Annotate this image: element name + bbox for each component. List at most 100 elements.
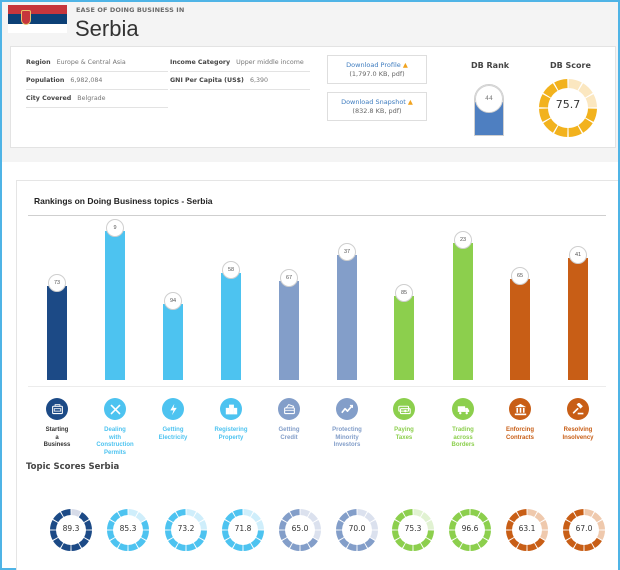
topic-score-donut[interactable]: 65.0	[278, 508, 322, 552]
topic-item[interactable]: Registering Property	[202, 398, 260, 442]
ranking-bar[interactable]	[163, 304, 183, 380]
city-label: City Covered	[26, 95, 72, 102]
ranking-bar[interactable]	[394, 296, 414, 380]
topic-item[interactable]: Enforcing Contracts	[491, 398, 549, 442]
topic-name-line: Taxes	[395, 434, 413, 441]
topic-score-value: 85.3	[119, 524, 137, 533]
ranking-bar[interactable]	[510, 279, 530, 380]
ranking-bar[interactable]	[453, 243, 473, 380]
topic-name[interactable]: Paying Taxes	[375, 427, 433, 442]
topic-name-line: Getting	[278, 427, 300, 433]
topic-name-line: Resolving	[563, 427, 593, 433]
topic-name-line: Dealing	[104, 427, 126, 433]
topic-item[interactable]: Getting Credit	[260, 398, 318, 442]
info-income: Income Category Upper middle income	[170, 54, 310, 72]
info-gni: GNI Per Capita (US$) 6,390	[170, 72, 310, 90]
serbia-flag-icon	[8, 5, 67, 33]
ranking-bar[interactable]	[279, 280, 299, 380]
ranking-bar-label: 65	[511, 267, 529, 286]
db-rank-gauge: 44	[474, 84, 504, 136]
topic-name-line: Minority	[335, 434, 359, 441]
topic-name[interactable]: Dealing with Construction Permits	[86, 427, 144, 457]
ranking-bar-label: 9	[106, 219, 124, 237]
population-label: Population	[26, 77, 65, 84]
topic-item[interactable]: Protecting Minority Investors	[318, 398, 376, 450]
tools-icon	[104, 398, 126, 420]
topic-score-value: 63.1	[518, 524, 536, 533]
donut-ring	[449, 509, 491, 551]
topic-score-value: 65.0	[291, 524, 309, 533]
info-population: Population 6,982,084	[26, 72, 168, 90]
ranking-bar-label: 73	[48, 273, 66, 292]
briefcase-icon	[46, 398, 68, 420]
donut-ring	[506, 509, 548, 551]
topic-item[interactable]: Trading across Borders	[434, 398, 492, 450]
topic-name[interactable]: Registering Property	[202, 427, 260, 442]
topic-scores-title: Topic Scores Serbia	[26, 462, 120, 472]
topic-name-line: Contracts	[505, 434, 534, 441]
ranking-bar[interactable]	[337, 255, 357, 380]
topic-name-line: across	[453, 434, 473, 441]
download-snapshot-button[interactable]: Download Snapshot ▲ (832.8 KB, pdf)	[327, 92, 427, 121]
topic-name-line: Property	[218, 434, 244, 441]
topic-item[interactable]: Dealing with Construction Permits	[86, 398, 144, 457]
donut-ring	[50, 509, 92, 551]
topic-name-line: Paying	[394, 427, 414, 433]
topic-score-donut[interactable]: 85.3	[106, 508, 150, 552]
topic-score-donut[interactable]: 96.6	[448, 508, 492, 552]
ranking-bar-label: 58	[222, 261, 240, 280]
topic-score-donut[interactable]: 71.8	[221, 508, 265, 552]
db-score-value: 75.7	[555, 98, 581, 111]
topic-name[interactable]: Resolving Insolvency	[549, 427, 607, 442]
topic-score-donut[interactable]: 70.0	[335, 508, 379, 552]
topic-score-donut[interactable]: 75.3	[391, 508, 435, 552]
ranking-bar-label: 41	[569, 246, 587, 265]
topic-name[interactable]: Getting Electricity	[144, 427, 202, 442]
credit-card-icon	[278, 398, 300, 420]
info-city: City Covered Belgrade	[26, 90, 168, 108]
donut-ring	[336, 509, 378, 551]
topic-name-line: Business	[43, 442, 71, 448]
topic-name[interactable]: Starting a Business	[28, 427, 86, 450]
country-info-card	[10, 46, 616, 148]
topic-score-donut[interactable]: 67.0	[562, 508, 606, 552]
topic-item[interactable]: Resolving Insolvency	[549, 398, 607, 442]
ranking-bar[interactable]	[47, 285, 67, 380]
lightning-icon	[162, 398, 184, 420]
download-snapshot-label: Download Snapshot	[341, 98, 406, 106]
topic-item[interactable]: Getting Electricity	[144, 398, 202, 442]
ranking-bar-label: 23	[454, 231, 472, 250]
download-snapshot-size: (832.8 KB, pdf)	[352, 107, 402, 115]
topic-item[interactable]: Starting a Business	[28, 398, 86, 450]
ranking-bar[interactable]	[105, 231, 125, 380]
download-profile-button[interactable]: Download Profile ▲ (1,797.0 KB, pdf)	[327, 55, 427, 84]
ranking-bar[interactable]	[221, 273, 241, 380]
courthouse-icon	[509, 398, 531, 420]
income-label: Income Category	[170, 59, 231, 66]
ranking-bar-label: 67	[280, 268, 298, 287]
ranking-bar-label: 37	[338, 243, 356, 262]
ranking-bar[interactable]	[568, 258, 588, 380]
topic-name[interactable]: Getting Credit	[260, 427, 318, 442]
topic-name[interactable]: Protecting Minority Investors	[318, 427, 376, 450]
gni-label: GNI Per Capita (US$)	[170, 77, 244, 84]
topic-score-value: 67.0	[575, 524, 593, 533]
topic-score-donut[interactable]: 89.3	[49, 508, 93, 552]
info-region: Region Europe & Central Asia	[26, 54, 168, 72]
donut-ring	[392, 509, 434, 551]
coat-of-arms-icon	[21, 10, 31, 25]
topic-score-donut[interactable]: 63.1	[505, 508, 549, 552]
topic-name[interactable]: Trading across Borders	[434, 427, 492, 450]
topic-name[interactable]: Enforcing Contracts	[491, 427, 549, 442]
rankings-divider	[28, 215, 606, 216]
donut-ring	[563, 509, 605, 551]
chart-baseline	[28, 386, 606, 387]
topic-name-line: with	[109, 434, 121, 441]
topic-name-line: Borders	[451, 442, 475, 448]
income-value: Upper middle income	[236, 59, 304, 66]
db-rank-value: 44	[475, 85, 503, 113]
donut-ring	[107, 509, 149, 551]
db-score-title: DB Score	[550, 61, 591, 70]
topic-score-donut[interactable]: 73.2	[164, 508, 208, 552]
topic-item[interactable]: Paying Taxes	[375, 398, 433, 442]
